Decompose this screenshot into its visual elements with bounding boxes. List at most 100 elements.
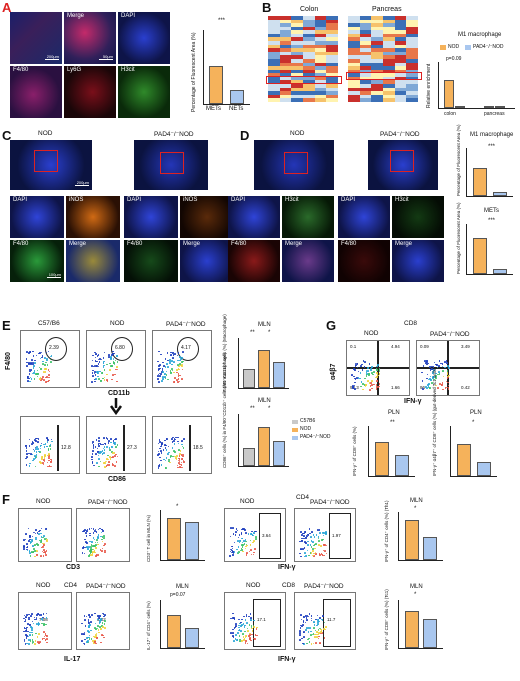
facs-event: [108, 440, 110, 442]
facs-event: [35, 454, 38, 456]
facs-event: [91, 545, 94, 547]
e-m1-ylabel: CD86⁺ cells (%) in F4/80⁺CD11b⁺ cells (M…: [222, 352, 227, 468]
facs-event: [97, 443, 100, 445]
facs-event: [103, 351, 106, 354]
heatmap-cell: [314, 19, 327, 24]
facs-event: [426, 377, 428, 380]
b-highlight-pancreas: [346, 72, 422, 80]
facs-event: [42, 463, 45, 466]
facs-event: [97, 375, 99, 378]
e-legend-pad4: PAD4⁻/⁻NOD: [300, 434, 331, 440]
facs-event: [42, 613, 45, 615]
heatmap-cell: [406, 16, 418, 20]
facs-event: [433, 378, 436, 381]
facs-event: [37, 612, 39, 615]
facs-event: [101, 377, 104, 380]
facs-event: [240, 630, 242, 632]
facs-event: [313, 543, 316, 546]
facs-event: [40, 532, 42, 535]
heatmap-cell: [314, 80, 327, 85]
facs-event: [247, 615, 250, 618]
facs-event: [34, 455, 36, 457]
f-r2r-chart-title: MLN: [410, 584, 423, 590]
facs-event: [249, 544, 252, 546]
facs-event: [112, 350, 114, 353]
facs-event: [112, 452, 114, 454]
facs-event: [159, 372, 162, 375]
facs-event: [91, 371, 94, 374]
facs-event: [43, 637, 45, 640]
heatmap-cell: [303, 19, 315, 24]
c-pad4-inos: iNOS: [180, 196, 234, 238]
facs-event: [100, 625, 103, 627]
facs-event: [97, 554, 100, 557]
facs-event: [162, 371, 164, 374]
facs-event: [306, 627, 309, 629]
facs-event: [230, 632, 232, 635]
facs-event: [321, 539, 323, 541]
facs-event: [98, 444, 100, 447]
facs-event: [115, 437, 117, 440]
facs-event: [38, 461, 41, 463]
facs-event: [38, 450, 40, 453]
f-r2r-xaxis: IFN-γ: [278, 656, 296, 663]
facs-event: [317, 637, 320, 640]
facs-event: [237, 552, 239, 555]
heatmap-cell: [291, 41, 303, 45]
heatmap-cell: [359, 94, 372, 99]
heatmap-cell: [326, 30, 338, 34]
facs-event: [360, 381, 363, 383]
facs-event: [310, 617, 313, 620]
facs-event: [364, 361, 366, 363]
facs-event: [45, 361, 47, 364]
facs-event: [34, 555, 37, 558]
facs-event: [302, 642, 304, 645]
facs-event: [114, 443, 116, 445]
heatmap-cell: [326, 76, 338, 81]
facs-event: [88, 554, 90, 557]
heatmap-cell: [371, 94, 383, 99]
facs-event: [378, 368, 381, 370]
facs-event: [97, 454, 100, 457]
facs-event: [46, 439, 49, 441]
facs-event: [95, 642, 97, 645]
facs-event: [86, 547, 89, 550]
facs-event: [182, 350, 184, 353]
b-bar-pan-pad4: [495, 106, 505, 108]
facs-event: [169, 359, 171, 361]
heatmap-cell: [279, 76, 292, 81]
heatmap-cell: [406, 58, 418, 63]
facs-event: [26, 614, 29, 616]
e-xaxis-label: CD11b: [108, 390, 130, 397]
facs-event: [31, 350, 34, 353]
facs-event: [250, 626, 253, 629]
facs-event: [181, 443, 183, 446]
facs-event: [101, 626, 104, 629]
facs-event: [254, 530, 256, 533]
facs-event: [318, 631, 321, 634]
facs-event: [241, 541, 244, 544]
facs-event: [46, 441, 49, 444]
facs-event: [234, 634, 237, 636]
facs-event: [318, 554, 321, 557]
facs-event: [238, 618, 240, 621]
facs-event: [232, 632, 234, 634]
heatmap-cell: [326, 58, 338, 63]
facs-event: [47, 369, 50, 371]
heatmap-cell: [383, 37, 395, 42]
facs-event: [92, 532, 95, 534]
facs-event: [42, 545, 44, 548]
facs-event: [432, 365, 435, 368]
d-m1-title: M1 macrophage: [470, 132, 514, 138]
facs-event: [315, 618, 318, 621]
facs-event: [243, 630, 246, 633]
facs-event: [40, 546, 43, 549]
facs-event: [81, 622, 83, 625]
facs-event: [436, 364, 438, 366]
c-roi-pad4: [160, 152, 184, 174]
facs-event: [362, 382, 364, 385]
facs-event: [306, 618, 308, 621]
f-r2l-group-pad4: PAD4⁻/⁻NOD: [86, 583, 126, 590]
heatmap-cell: [394, 37, 407, 42]
heatmap-cell: [394, 33, 407, 38]
